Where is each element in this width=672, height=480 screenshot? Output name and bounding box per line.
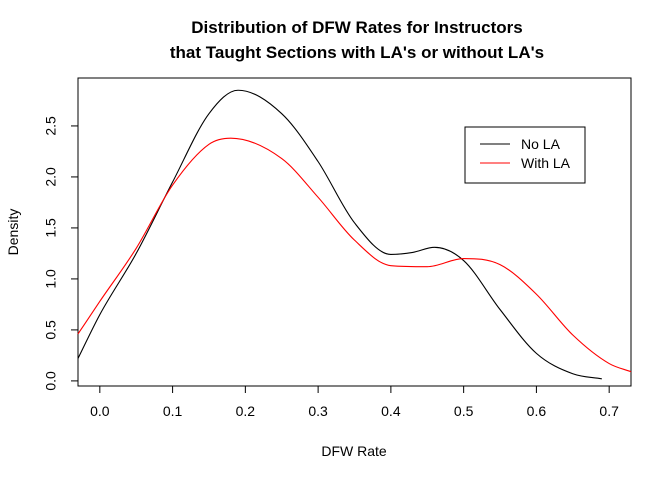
legend: No LA With LA	[464, 126, 586, 184]
y-axis: 0.0 0.5 1.0 1.5 2.0 2.5	[43, 116, 79, 391]
plot-area-frame	[77, 77, 632, 387]
series-line-no-la	[77, 89, 602, 380]
chart-title-line-1: Distribution of DFW Rates for Instructor…	[191, 18, 523, 37]
x-tick-label: 0.4	[381, 403, 401, 419]
chart-title-line-2: that Taught Sections with LA's or withou…	[170, 43, 544, 62]
x-tick-label: 0.5	[454, 403, 474, 419]
legend-label-with-la: With LA	[521, 155, 571, 171]
x-tick-label: 0.6	[527, 403, 547, 419]
x-axis-title: DFW Rate	[321, 443, 387, 459]
y-tick-label: 1.5	[43, 218, 59, 238]
y-tick-label: 0.0	[43, 371, 59, 391]
series-line-with-la	[77, 137, 632, 373]
y-tick-label: 0.5	[43, 320, 59, 340]
y-tick-label: 2.0	[43, 167, 59, 187]
x-axis: 0.0 0.1 0.2 0.3 0.4 0.5 0.6 0.7	[90, 385, 619, 419]
x-tick-label: 0.7	[599, 403, 619, 419]
y-tick-label: 1.0	[43, 269, 59, 289]
x-tick-label: 0.1	[163, 403, 183, 419]
legend-label-no-la: No LA	[521, 136, 561, 152]
x-tick-label: 0.3	[308, 403, 328, 419]
x-tick-label: 0.2	[236, 403, 256, 419]
y-tick-label: 2.5	[43, 116, 59, 136]
legend-box	[464, 126, 586, 184]
y-axis-title: Density	[5, 209, 21, 256]
series-layer	[77, 89, 632, 380]
x-tick-label: 0.0	[90, 403, 110, 419]
